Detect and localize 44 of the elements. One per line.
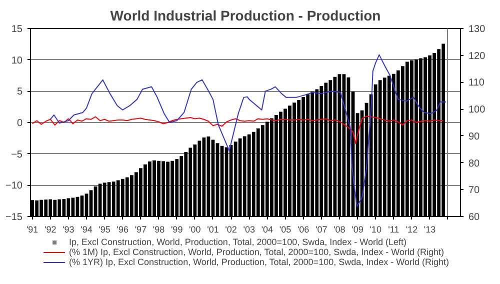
chart-title: World Industrial Production - Production — [110, 8, 381, 24]
y-tick-label: −15 — [6, 212, 23, 223]
y2-tick-label: 90 — [468, 131, 480, 142]
x-tick-label: '01 — [207, 224, 219, 234]
text: Ip, Excl Construction, World, Production, Total, 2000=100, Swda, Index - World (Left) — [69, 237, 406, 247]
line-series — [50, 54, 447, 207]
line-series — [32, 116, 444, 144]
x-tick-label: '95 — [98, 224, 110, 234]
x-tick-label: '00 — [189, 224, 201, 234]
x-tick-label: '91 — [26, 224, 38, 234]
y2-tick-label: 130 — [468, 24, 486, 35]
x-tick-label: '05 — [279, 224, 292, 234]
y2-tick-label: 80 — [468, 158, 480, 170]
x-tick-label: '04 — [261, 224, 274, 234]
x-tick-label: '99 — [170, 224, 183, 234]
x-tick-label: '96 — [116, 224, 129, 234]
y2-tick-label: 60 — [468, 212, 480, 223]
x-tick-label: '92 — [44, 224, 56, 234]
y-tick-label: 15 — [11, 24, 23, 35]
legend-label: (% 1M) Ip, Excl Construction, World, Production, Total, 2000=100, Swda, Index - World (Right) — [69, 247, 444, 257]
y-tick-label: 5 — [16, 86, 23, 98]
x-tick-label: '10 — [370, 224, 382, 234]
y2-tick-label: 100 — [468, 104, 486, 116]
x-tick-label: '13 — [424, 224, 436, 234]
x-tick-label: '03 — [243, 224, 255, 234]
x-tick-label: '97 — [134, 224, 147, 234]
x-tick-label: '07 — [316, 224, 328, 234]
x-tick-label: '12 — [406, 224, 418, 234]
y2-tick-label: 70 — [468, 185, 480, 196]
x-tick-label: '94 — [80, 224, 92, 234]
y2-tick-label: 110 — [468, 78, 485, 89]
x-tick-label: '93 — [62, 224, 74, 234]
x-tick-label: '09 — [352, 224, 364, 234]
x-tick-label: '08 — [334, 224, 346, 234]
y-tick-label: −10 — [6, 180, 23, 192]
legend-label: (% 1YR) Ip, Excl Construction, World, Production, Total, 2000=100, Swda, Index - World (Right) — [69, 257, 449, 267]
x-tick-label: '98 — [152, 224, 165, 234]
y-tick-label: 10 — [11, 55, 23, 66]
y-tick-label: −5 — [11, 149, 23, 160]
x-tick-label: '11 — [388, 224, 400, 234]
x-tick-label: '06 — [297, 224, 310, 234]
y2-tick-label: 120 — [468, 50, 486, 62]
x-tick-label: '02 — [225, 224, 237, 234]
y-tick-label: 0 — [16, 118, 23, 129]
